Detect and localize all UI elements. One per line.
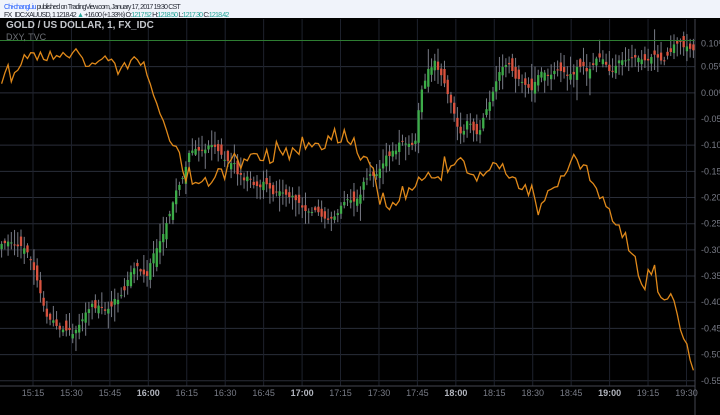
svg-text:18:00: 18:00 (444, 388, 467, 398)
svg-text:19:30: 19:30 (675, 388, 698, 398)
svg-text:18:45: 18:45 (560, 388, 583, 398)
svg-text:17:15: 17:15 (329, 388, 352, 398)
svg-text:16:15: 16:15 (175, 388, 198, 398)
svg-text:0.05%: 0.05% (701, 62, 720, 72)
svg-text:-0.55%: -0.55% (701, 376, 720, 386)
svg-text:17:30: 17:30 (368, 388, 391, 398)
svg-text:-0.15%: -0.15% (701, 166, 720, 176)
svg-text:17:00: 17:00 (291, 388, 314, 398)
svg-text:-0.30%: -0.30% (701, 245, 720, 255)
svg-text:19:15: 19:15 (637, 388, 660, 398)
svg-text:-0.05%: -0.05% (701, 114, 720, 124)
svg-text:15:30: 15:30 (60, 388, 83, 398)
svg-text:15:15: 15:15 (22, 388, 45, 398)
svg-text:-0.40%: -0.40% (701, 297, 720, 307)
svg-text:-0.20%: -0.20% (701, 193, 720, 203)
svg-text:-0.25%: -0.25% (701, 219, 720, 229)
svg-text:17:45: 17:45 (406, 388, 429, 398)
svg-text:0.00%: 0.00% (701, 88, 720, 98)
svg-text:18:15: 18:15 (483, 388, 506, 398)
svg-text:-0.50%: -0.50% (701, 350, 720, 360)
svg-text:-0.35%: -0.35% (701, 271, 720, 281)
svg-text:-0.10%: -0.10% (701, 140, 720, 150)
svg-text:0.10%: 0.10% (701, 38, 720, 48)
svg-text:16:30: 16:30 (214, 388, 237, 398)
svg-text:16:45: 16:45 (252, 388, 275, 398)
svg-text:16:00: 16:00 (137, 388, 160, 398)
svg-text:-0.45%: -0.45% (701, 323, 720, 333)
svg-text:18:30: 18:30 (521, 388, 544, 398)
svg-text:19:00: 19:00 (598, 388, 621, 398)
svg-text:15:45: 15:45 (99, 388, 122, 398)
